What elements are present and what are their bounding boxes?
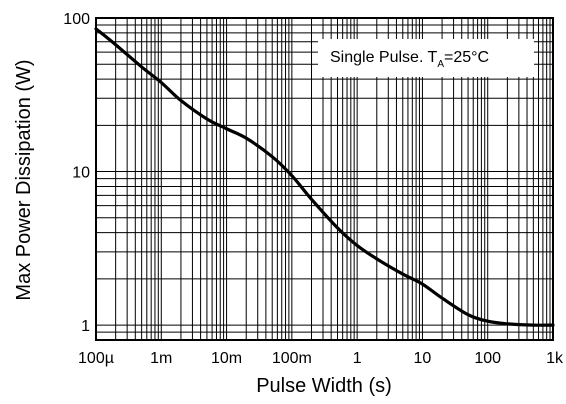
- y-tick-label: 100: [63, 11, 90, 28]
- plot-frame: [95, 17, 554, 341]
- tick-labels: 100µ 1m 10m 100m 1 10 100 1k 1 10 100: [63, 11, 564, 367]
- y-tick-label: 1: [81, 318, 90, 335]
- x-axis-title: Pulse Width (s): [256, 375, 392, 397]
- x-tick-label: 10m: [211, 350, 242, 367]
- x-tick-label: 100: [474, 350, 501, 367]
- y-axis-title: Max Power Dissipation (W): [13, 59, 35, 300]
- y-tick-label: 10: [72, 165, 90, 182]
- x-tick-label: 1: [353, 350, 362, 367]
- annotation-box: Single Pulse. TA=25°C: [318, 39, 534, 77]
- annotation-background: [318, 39, 534, 77]
- series-line: [94, 27, 555, 327]
- x-tick-label: 100µ: [78, 350, 114, 367]
- x-tick-label: 10: [414, 350, 432, 367]
- x-tick-label: 1k: [546, 350, 564, 367]
- x-tick-label: 1m: [150, 350, 172, 367]
- x-tick-label: 100m: [272, 350, 312, 367]
- annotation-text: Single Pulse. TA=25°C: [330, 49, 489, 70]
